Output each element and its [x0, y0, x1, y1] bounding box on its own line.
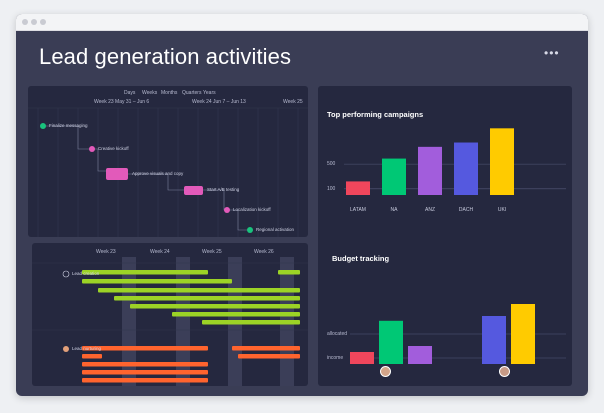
category-label: DACH: [458, 207, 474, 213]
budget-bar[interactable]: [379, 320, 403, 364]
campaigns-title: Top performing campaigns: [327, 110, 424, 119]
category-label: ANZ: [425, 207, 435, 213]
tab-years[interactable]: Years: [203, 90, 216, 96]
avatar: [380, 366, 391, 377]
avatar: [63, 346, 69, 352]
timeline-week-header: Week 24 Jun 7 – Jun 13: [192, 99, 246, 105]
gantt-bar[interactable]: [98, 288, 300, 293]
campaigns-chart: [344, 128, 566, 195]
timeline-task-label: Finalize messaging: [49, 123, 88, 128]
tab-days[interactable]: Days: [124, 90, 136, 96]
budget-bar[interactable]: [511, 304, 535, 364]
gantt-bar[interactable]: [82, 370, 208, 375]
category-label: LATAM: [350, 207, 366, 213]
timeline-task-label: Approve visuals and copy: [132, 171, 184, 176]
campaign-bar[interactable]: [346, 181, 370, 195]
gantt-bar[interactable]: [114, 296, 300, 301]
gantt-bar[interactable]: [82, 279, 232, 284]
milestone-marker[interactable]: [89, 146, 95, 152]
gantt-week-header: Week 23: [96, 249, 116, 255]
gantt-bar[interactable]: [172, 312, 300, 317]
budget-title: Budget tracking: [332, 254, 390, 263]
timeline-bar[interactable]: [106, 168, 128, 180]
gantt-group-label: Lead nurturing: [72, 346, 102, 351]
gantt-week-header: Week 26: [254, 249, 274, 255]
window-minimize-dot[interactable]: [31, 19, 37, 25]
category-label: NA: [390, 207, 398, 213]
budget-bar[interactable]: [408, 346, 432, 364]
timeline-bar[interactable]: [184, 186, 203, 195]
timeline-task-label: Localization kickoff: [233, 207, 271, 212]
milestone-marker[interactable]: [224, 207, 230, 213]
tab-quarters[interactable]: Quarters: [182, 90, 202, 96]
timeline-canvas: [28, 107, 308, 237]
budget-bar[interactable]: [482, 316, 506, 364]
gantt-bar[interactable]: [82, 346, 208, 351]
milestone-marker[interactable]: [40, 123, 46, 129]
gridline-label: income: [327, 355, 344, 361]
page-title: Lead generation activities: [39, 44, 292, 69]
gridline-label: allocated: [327, 331, 348, 337]
gantt-group-label: Lead creation: [72, 271, 100, 276]
tab-weeks[interactable]: Weeks: [142, 90, 158, 96]
window-close-dot[interactable]: [22, 19, 28, 25]
gantt-bar[interactable]: [82, 378, 208, 383]
gantt-widget: Week 23 Week 24 Week 25 Week 26: [32, 243, 308, 386]
gantt-bar[interactable]: [238, 354, 300, 359]
timeline-week-header: Week 25: [283, 99, 303, 105]
tab-months[interactable]: Months: [161, 90, 178, 96]
timeline-task-label: Creative kickoff: [98, 146, 129, 151]
campaign-bar[interactable]: [418, 146, 442, 195]
gridline-label: 500: [327, 161, 336, 168]
window-titlebar: [16, 14, 588, 31]
timeline-widget: Days Weeks Months Quarters Years Week 23…: [28, 86, 308, 237]
timeline-week-header: Week 23 May 31 – Jun 6: [94, 99, 150, 105]
window-zoom-dot[interactable]: [40, 19, 46, 25]
dashboard-window: Lead generation activities ••• Days Week…: [16, 14, 588, 396]
gantt-week-header: Week 25: [202, 249, 222, 255]
gantt-bar[interactable]: [82, 354, 102, 359]
campaign-bar[interactable]: [382, 158, 406, 195]
gantt-week-header: Week 24: [150, 249, 170, 255]
gantt-bar[interactable]: [278, 270, 300, 275]
milestone-marker[interactable]: [247, 227, 253, 233]
category-label: UKI: [497, 207, 507, 213]
gantt-bar[interactable]: [82, 270, 208, 275]
budget-bar[interactable]: [350, 352, 374, 364]
gantt-bar[interactable]: [82, 362, 208, 367]
avatar: [499, 366, 510, 377]
gantt-bar[interactable]: [130, 304, 300, 309]
group-icon: [62, 270, 70, 278]
gantt-bar[interactable]: [232, 346, 300, 351]
more-options-icon[interactable]: •••: [544, 46, 560, 60]
timeline-task-label: Regional activation: [256, 227, 295, 232]
gantt-canvas: [32, 257, 308, 386]
timeline-task-label: Start A/B testing: [207, 187, 240, 192]
campaigns-widget: Top performing campaigns 500 100 LATAM NA…: [318, 86, 572, 386]
budget-chart: [350, 304, 566, 364]
gantt-bar[interactable]: [202, 320, 300, 325]
gridline-label: 100: [327, 185, 336, 192]
campaign-bar[interactable]: [490, 128, 514, 195]
campaign-bar[interactable]: [454, 142, 478, 195]
